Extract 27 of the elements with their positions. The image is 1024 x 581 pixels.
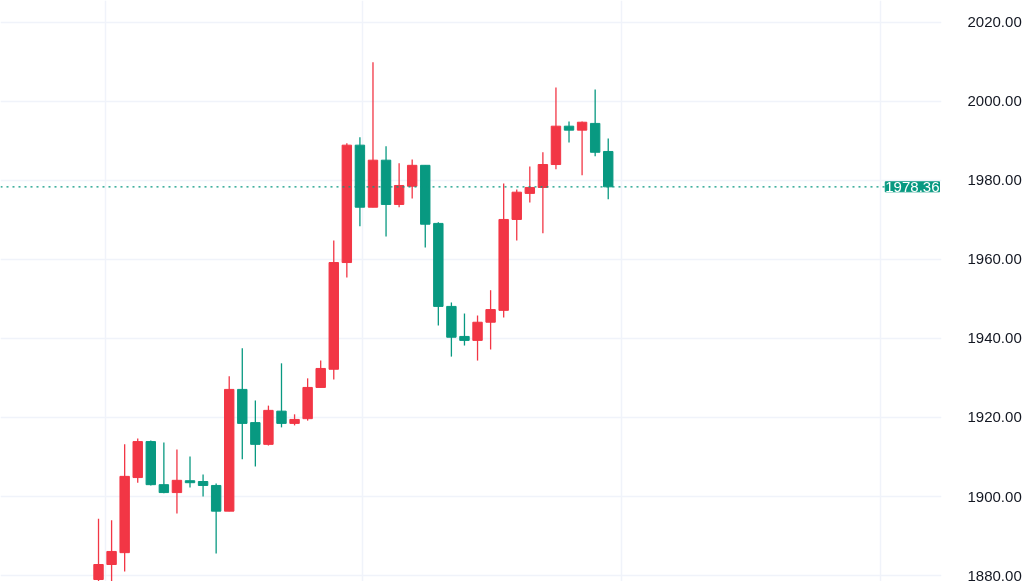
candlestick	[393, 162, 405, 208]
y-tick-label: 1960.00	[967, 250, 1022, 268]
candlestick	[158, 441, 170, 495]
candlestick	[459, 312, 470, 347]
candlestick	[276, 362, 287, 429]
candlestick	[171, 448, 183, 515]
candlestick	[563, 120, 575, 144]
candlestick	[315, 359, 326, 389]
candlestick	[472, 314, 483, 362]
candlestick	[576, 120, 588, 176]
candlestick	[106, 519, 117, 581]
ref-line-label: 1978.36	[885, 177, 940, 195]
y-tick-label: 2020.00	[967, 13, 1022, 31]
candlestick	[197, 473, 209, 498]
y-tick-label: 1940.00	[967, 329, 1022, 347]
y-tick-label: 1880.00	[967, 566, 1022, 581]
candlestick	[184, 455, 196, 489]
candlestick	[485, 289, 496, 351]
candlestick	[537, 151, 549, 234]
y-tick-label: 1920.00	[967, 408, 1022, 426]
y-tick-label: 1980.00	[967, 171, 1022, 189]
candlestick	[524, 165, 536, 204]
y-tick-label: 1900.00	[967, 487, 1022, 505]
candlestick	[93, 518, 104, 581]
y-tick-label: 2000.00	[967, 92, 1022, 110]
candlestick	[406, 158, 418, 200]
candlestick	[250, 399, 261, 468]
